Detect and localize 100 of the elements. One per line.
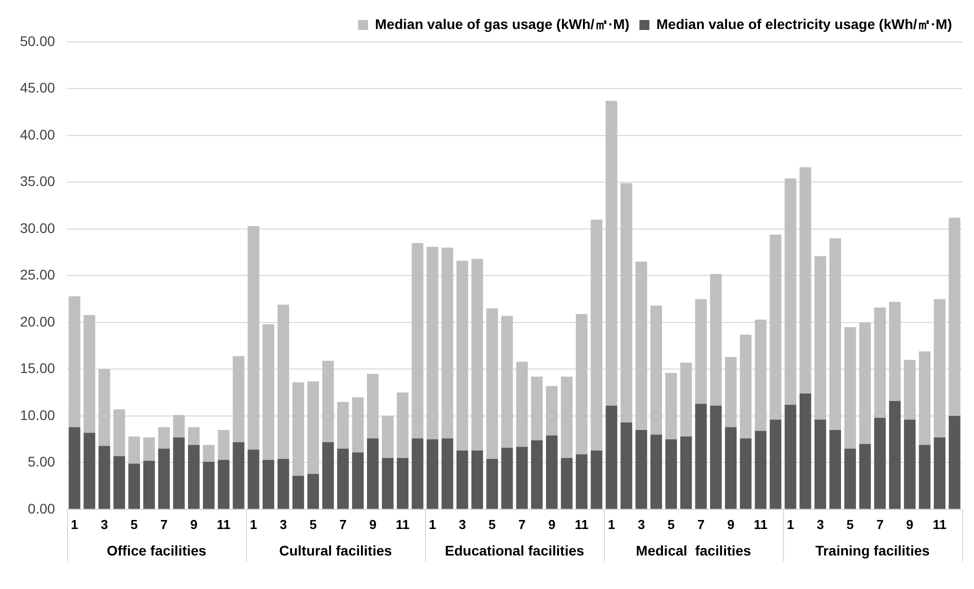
bar [84,432,96,509]
bar [606,100,618,406]
bar [859,444,871,509]
bar [113,456,126,509]
x-tick-label: 11 [396,516,410,532]
bar [352,452,364,509]
bar [322,360,334,442]
bar [546,386,558,436]
bar [546,436,558,509]
bar [366,374,379,438]
x-tick-label: 7 [339,516,347,532]
bar [412,438,424,509]
bar [143,437,155,461]
x-tick-label: 3 [638,516,645,532]
y-tick-label: 10.00 [20,406,56,423]
x-tick-label: 5 [846,516,854,532]
bar [307,381,319,474]
bar [576,314,588,454]
bar [695,404,707,509]
bar [232,442,244,509]
x-tick-label: 7 [697,516,705,532]
bar [829,430,842,509]
y-tick-label: 0.00 [28,500,56,516]
x-tick-label: 9 [369,516,376,532]
bar [800,167,812,394]
x-tick-label: 3 [100,516,108,532]
bar [98,446,110,509]
bar [874,418,886,509]
bar [188,444,200,509]
bar [874,307,886,418]
bar [188,427,200,445]
bar [202,462,215,509]
bar [501,448,513,509]
bar [665,439,677,509]
bar [680,436,692,509]
y-tick-label: 5.00 [28,454,56,470]
bar [814,256,826,420]
bar [202,444,215,462]
bar [814,420,826,509]
bar [396,458,408,509]
bar [486,308,498,459]
bar [740,334,752,438]
x-tick-label: 3 [458,516,466,532]
bar [710,274,722,406]
bar [248,226,260,450]
bar [143,460,155,509]
bar [84,314,96,433]
bar [560,376,573,458]
bar [620,183,632,422]
bar [680,362,692,436]
x-tick-label: 7 [160,516,168,532]
bar [173,414,185,438]
bar [352,397,364,452]
x-tick-label: 11 [216,516,231,532]
bar [232,356,244,442]
bar [844,327,856,449]
bar [426,246,438,440]
text: Medical facilities [636,542,752,558]
bar [98,369,110,446]
bar [158,427,170,449]
bar [650,434,662,509]
bar [859,322,871,444]
bar [829,238,842,430]
bar [128,436,140,464]
text: Training facilities [815,542,930,558]
y-tick-label: 50.00 [20,32,56,49]
bar [934,299,946,438]
bar [531,376,543,440]
bar [68,427,80,509]
x-tick-label: 11 [754,516,768,532]
bar [456,450,468,509]
bar [620,422,632,509]
y-tick-label: 40.00 [20,126,56,142]
x-tick-label: 3 [280,516,287,532]
bar [560,458,573,509]
bar [128,464,140,509]
bar [442,248,454,438]
text: Office facilities [106,542,207,558]
x-tick-label: 5 [310,516,317,532]
bar [173,437,185,509]
bar [934,437,946,509]
x-tick-label: 9 [727,516,734,532]
legend-label: Median value of gas usage (kWh/㎡·M) [375,16,630,32]
bar [278,304,290,459]
bar [262,324,274,460]
bar [918,351,931,445]
bar [576,454,588,509]
bar [665,372,677,440]
y-tick-label: 15.00 [20,360,56,376]
x-tick-label: 9 [906,516,914,532]
bar [724,357,737,428]
bar [426,439,438,509]
bar [516,362,528,447]
x-tick-label: 1 [608,516,616,532]
bar [471,258,484,451]
bar [590,450,602,509]
bar [724,427,737,509]
x-tick-label: 3 [816,516,824,532]
x-tick-label: 5 [130,516,138,532]
bar [904,420,916,509]
